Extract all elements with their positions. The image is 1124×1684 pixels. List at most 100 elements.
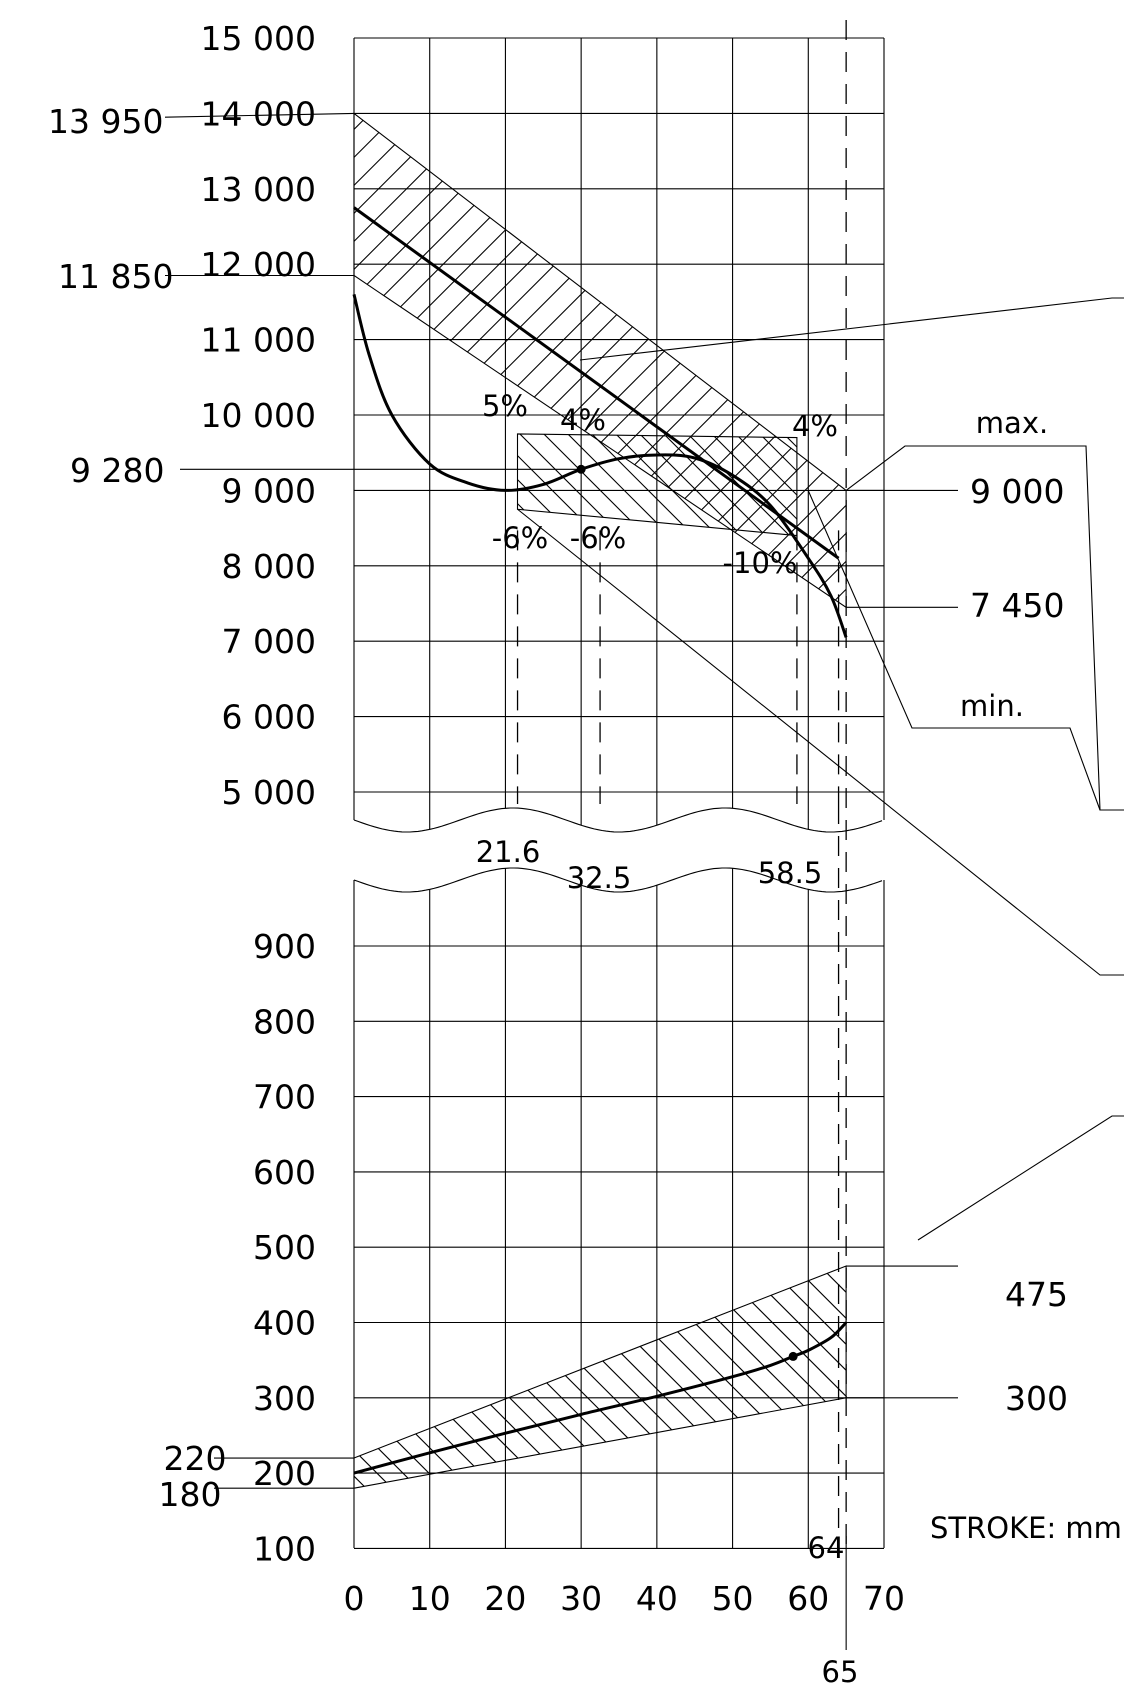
y-tick-label-lower: 900 [253,927,316,966]
hatch-line [793,1266,847,1489]
hatch-line [354,113,455,608]
hatch-line [354,1266,445,1489]
hatch-line [996,113,1124,607]
stroke-marker-label: 58.5 [758,856,823,890]
x-tick-label: 0 [344,1579,365,1618]
y-tick-label-upper: 9 000 [222,471,316,510]
y-tick-label-upper: 6 000 [222,698,316,737]
hatch-line [827,113,847,608]
y-tick-label-upper: 12 000 [201,245,316,284]
y-tick-label-upper: 11 000 [201,321,316,360]
y-tick-label-lower: 400 [253,1304,316,1343]
hatch-line [376,434,478,536]
hatch-line [659,113,847,608]
hatch-line [743,113,847,608]
y-tick-label-upper: 14 000 [201,94,316,133]
annotation-label: 7 450 [970,586,1064,625]
annotation-label: 9 280 [70,451,164,490]
hatch-line [1052,113,1124,607]
lower-curve-point [788,1351,798,1361]
hatch-line [880,434,982,536]
hatch-line [575,113,847,608]
annotation-label: 180 [159,1475,222,1514]
hatch-line [631,113,847,608]
y-tick-label-lower: 100 [253,1529,316,1568]
hatch-line [856,434,958,536]
y-tick-label-lower: 600 [253,1153,316,1192]
annotation-label: -6% [570,521,626,555]
annotation-label: -6% [492,521,548,555]
annotation-label: 4% [792,409,838,443]
hatch-line [639,433,742,536]
hatch-line [715,113,847,608]
stroke-marker-label: 65 [822,1655,859,1684]
hatch-line [799,113,847,608]
callout-leader-nominal [579,297,1124,361]
annotation-label: 5% [482,389,528,423]
upper-nominal-line [353,206,840,560]
tolerance-bands [353,112,1124,1489]
x-tick-label: 70 [863,1579,905,1618]
hatch-line [1108,113,1124,607]
annotation-label: 220 [164,1439,227,1478]
hatch-line [940,113,1124,607]
y-tick-label-upper: 15 000 [201,19,316,58]
upper-band-hatch [354,113,1124,608]
annotation-label: 13 950 [48,102,163,141]
hatch-line [808,434,910,536]
upper-force-curve [352,294,848,638]
stroke-marker-label: 32.5 [567,861,632,895]
x-tick-label: 40 [636,1579,678,1618]
x-tick-label: 60 [787,1579,829,1618]
x-tick-label: 10 [409,1579,451,1618]
y-tick-label-lower: 200 [253,1454,316,1493]
hatch-line [354,113,399,608]
hatch-line [354,1266,419,1489]
hatch-line [968,113,1124,607]
hatch-line [354,113,483,608]
hatch-line [783,433,797,536]
hatch-line [715,1266,847,1489]
annotation-label: 475 [1005,1275,1068,1314]
annotation-label: -10% [723,546,798,580]
annotation-label: 9 000 [970,472,1064,511]
hatch-line [567,433,670,536]
hatch-line [856,113,1124,607]
y-tick-label-upper: 13 000 [201,170,316,209]
y-tick-label-upper: 8 000 [222,547,316,586]
stroke-marker-label: 21.6 [476,835,541,869]
hatch-line [1106,1266,1124,1488]
stroke-marker-label: 64 [808,1531,845,1565]
hatch-line [354,113,511,608]
hatch-line [603,113,847,608]
hatch-line [687,113,847,608]
hatch-line [1024,113,1124,607]
x-axis-label: STROKE: mm [930,1511,1122,1545]
callout-leader-lower [917,1115,1124,1241]
annotation-label: 4% [560,403,606,437]
lower-band-outline [353,1265,847,1489]
x-tick-label: 20 [484,1579,526,1618]
upper-break-edge [353,807,883,833]
y-tick-label-lower: 300 [253,1379,316,1418]
hatch-line [379,113,847,608]
annotation-label: min. [960,689,1024,723]
hatch-line [663,433,766,536]
hatch-line [591,433,694,536]
hatch-line [735,433,797,536]
callout-leader-box [517,508,1124,976]
hatch-line [912,113,1124,607]
labels-layer: 15 000 14 000 13 000 12 000 11 000 10 000 9 00… [48,19,1122,1684]
hatch-line [1080,113,1124,607]
annotation-label: max. [976,406,1048,440]
y-tick-label-lower: 500 [253,1228,316,1267]
guide-lines [164,20,1124,1650]
y-tick-label-upper: 7 000 [222,622,316,661]
hatch-line [832,434,934,536]
hatch-line [354,113,539,608]
callout-leader-min [807,489,1101,811]
leader-13950 [164,112,355,118]
lower-break-edge [353,867,883,893]
callout-leader-max [845,445,1124,811]
